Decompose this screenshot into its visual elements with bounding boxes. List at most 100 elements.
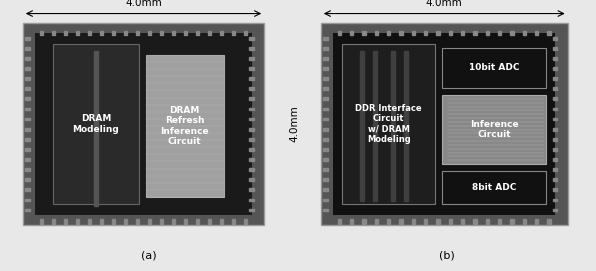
Text: 10bit ADC: 10bit ADC	[469, 63, 520, 72]
FancyBboxPatch shape	[321, 23, 567, 225]
Bar	[249, 199, 254, 201]
Bar	[25, 138, 30, 141]
Bar	[323, 37, 328, 40]
Bar	[94, 51, 98, 206]
Bar	[449, 220, 452, 224]
Bar	[552, 199, 557, 201]
Bar	[249, 108, 254, 110]
FancyBboxPatch shape	[23, 23, 264, 225]
Bar	[25, 178, 30, 181]
Bar	[249, 158, 254, 161]
Text: (a): (a)	[141, 251, 157, 261]
Bar	[552, 67, 557, 70]
Bar	[323, 108, 328, 110]
Bar	[387, 31, 390, 36]
Bar	[323, 178, 328, 181]
Bar	[52, 31, 55, 36]
Bar	[323, 138, 328, 141]
Text: DRAM
Modeling: DRAM Modeling	[73, 114, 119, 134]
Bar	[25, 188, 30, 191]
Bar	[552, 57, 557, 60]
FancyBboxPatch shape	[442, 48, 547, 88]
Bar	[112, 220, 115, 224]
Bar	[323, 148, 328, 151]
Bar	[338, 31, 341, 36]
Bar	[350, 31, 353, 36]
Bar	[124, 220, 127, 224]
Text: DRAM
Refresh
Inference
Circuit: DRAM Refresh Inference Circuit	[160, 106, 209, 146]
Bar	[362, 220, 366, 224]
Bar	[552, 128, 557, 131]
Bar	[424, 220, 427, 224]
Bar	[323, 67, 328, 70]
Bar	[249, 98, 254, 100]
Bar	[412, 220, 415, 224]
Bar	[323, 118, 328, 120]
Bar	[220, 31, 224, 36]
Bar	[25, 98, 30, 100]
Bar	[208, 220, 212, 224]
Bar	[552, 158, 557, 161]
Bar	[249, 37, 254, 40]
Bar	[360, 51, 364, 201]
Bar	[486, 220, 489, 224]
FancyBboxPatch shape	[145, 55, 224, 197]
Bar	[552, 148, 557, 151]
Bar	[25, 209, 30, 211]
Bar	[387, 220, 390, 224]
Bar	[510, 31, 514, 36]
Bar	[323, 87, 328, 90]
Bar	[208, 31, 212, 36]
Bar	[552, 178, 557, 181]
Bar	[232, 220, 235, 224]
Bar	[498, 31, 501, 36]
Bar	[249, 57, 254, 60]
Bar	[39, 220, 43, 224]
Bar	[473, 31, 477, 36]
Bar	[76, 31, 79, 36]
Bar	[112, 31, 115, 36]
Bar	[25, 47, 30, 50]
Bar	[25, 118, 30, 120]
Bar	[100, 220, 103, 224]
Bar	[523, 220, 526, 224]
Bar	[362, 31, 366, 36]
Bar	[338, 220, 341, 224]
Bar	[323, 57, 328, 60]
FancyBboxPatch shape	[333, 33, 555, 215]
Bar	[323, 168, 328, 171]
Bar	[436, 220, 440, 224]
Bar	[249, 67, 254, 70]
Bar	[552, 188, 557, 191]
Bar	[25, 168, 30, 171]
Bar	[323, 98, 328, 100]
Bar	[25, 57, 30, 60]
Bar	[323, 199, 328, 201]
Bar	[552, 168, 557, 171]
Text: 4.0mm: 4.0mm	[0, 106, 1, 143]
Bar	[25, 77, 30, 80]
Bar	[323, 209, 328, 211]
Bar	[424, 31, 427, 36]
Text: (b): (b)	[439, 251, 455, 261]
Bar	[461, 220, 464, 224]
Bar	[88, 220, 91, 224]
Bar	[25, 148, 30, 151]
Bar	[323, 77, 328, 80]
Bar	[552, 37, 557, 40]
Bar	[52, 220, 55, 224]
Bar	[391, 51, 395, 201]
FancyBboxPatch shape	[342, 44, 435, 204]
Bar	[535, 31, 538, 36]
Bar	[510, 220, 514, 224]
Bar	[249, 188, 254, 191]
Bar	[160, 31, 163, 36]
Bar	[552, 98, 557, 100]
Bar	[552, 209, 557, 211]
Bar	[399, 220, 403, 224]
Bar	[323, 47, 328, 50]
Bar	[249, 87, 254, 90]
Bar	[220, 220, 224, 224]
Bar	[88, 31, 91, 36]
FancyBboxPatch shape	[52, 44, 139, 204]
